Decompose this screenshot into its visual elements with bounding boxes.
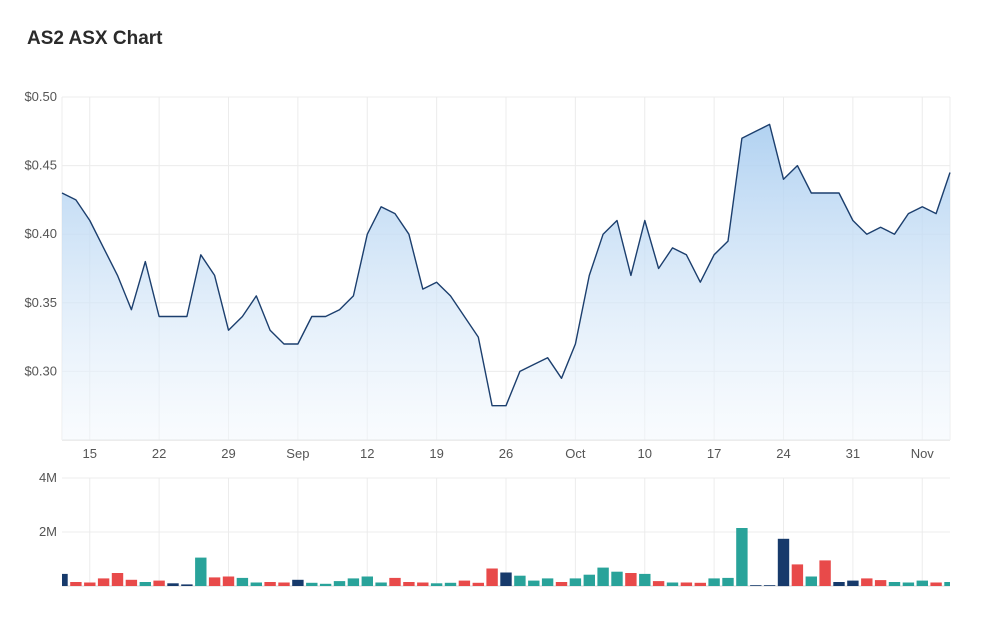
volume-y-axis: 4M 2M — [39, 470, 57, 539]
volume-y-tick-label: 2M — [39, 524, 57, 539]
volume-bar — [569, 578, 582, 586]
volume-bar — [139, 582, 151, 586]
volume-bar — [472, 582, 484, 586]
volume-bar — [403, 582, 415, 586]
price-y-tick-label: $0.45 — [24, 158, 57, 173]
volume-bar — [777, 538, 790, 587]
volume-bar — [847, 580, 859, 586]
volume-bar — [236, 577, 249, 586]
volume-bar — [930, 582, 942, 586]
volume-bar — [583, 574, 595, 586]
price-y-tick-label: $0.40 — [24, 226, 57, 241]
volume-bar — [195, 557, 207, 586]
volume-bar — [97, 578, 110, 586]
volume-bar — [222, 576, 235, 586]
volume-bar — [541, 578, 554, 586]
volume-bar — [153, 580, 165, 586]
volume-bar — [70, 582, 82, 586]
x-tick-label: 15 — [83, 446, 97, 461]
volume-bar — [680, 582, 693, 586]
price-y-tick-label: $0.35 — [24, 295, 57, 310]
x-tick-label: 24 — [776, 446, 790, 461]
volume-bar — [763, 585, 776, 586]
volume-bar — [514, 575, 526, 586]
volume-bar — [861, 578, 873, 586]
volume-bar — [736, 528, 748, 586]
volume-bar — [486, 568, 498, 586]
volume-bar — [347, 578, 360, 586]
volume-bar — [555, 582, 568, 586]
price-y-tick-label: $0.50 — [24, 89, 57, 104]
volume-bar — [444, 582, 457, 586]
volume-bar — [181, 584, 193, 586]
volume-bar — [375, 582, 387, 586]
volume-bar — [750, 585, 762, 586]
x-tick-label: 31 — [846, 446, 860, 461]
price-area-layer — [61, 123, 951, 441]
price-y-tick-label: $0.30 — [24, 363, 57, 378]
chart-title: AS2 ASX Chart — [27, 28, 163, 49]
volume-bar — [417, 582, 429, 586]
volume-bar — [639, 573, 651, 586]
volume-bar — [625, 573, 637, 586]
volume-bar — [125, 579, 138, 586]
x-tick-label: 22 — [152, 446, 166, 461]
volume-bars — [62, 528, 950, 587]
volume-bar — [333, 581, 346, 586]
volume-bar — [666, 582, 679, 586]
volume-bar — [888, 582, 901, 586]
x-tick-label: 29 — [221, 446, 235, 461]
volume-bar — [292, 579, 304, 586]
volume-bar — [278, 582, 290, 586]
x-tick-label: 10 — [638, 446, 652, 461]
volume-bar — [167, 583, 179, 586]
volume-bar — [652, 581, 665, 586]
x-tick-label: 12 — [360, 446, 374, 461]
volume-bar — [389, 577, 401, 586]
volume-bar — [805, 576, 817, 586]
volume-bar — [597, 567, 609, 586]
volume-bar — [430, 583, 443, 586]
volume-bar — [361, 576, 373, 586]
x-tick-label: Oct — [565, 446, 586, 461]
x-tick-label: Nov — [911, 446, 935, 461]
x-tick-label: 19 — [429, 446, 443, 461]
volume-bar — [944, 582, 950, 586]
volume-bar — [319, 583, 332, 586]
x-tick-label: Sep — [286, 446, 309, 461]
volume-bar — [708, 578, 720, 586]
volume-bar — [84, 582, 96, 586]
volume-bar — [722, 577, 734, 586]
volume-bar — [528, 580, 540, 586]
volume-bar — [611, 571, 623, 586]
x-tick-label: 17 — [707, 446, 721, 461]
price-area — [62, 124, 950, 441]
volume-bar — [458, 580, 471, 586]
volume-bar — [250, 582, 262, 586]
volume-bar — [111, 573, 124, 586]
volume-bar — [874, 580, 887, 586]
volume-bar — [500, 572, 512, 586]
x-tick-label: 26 — [499, 446, 513, 461]
price-y-axis: $0.50 $0.45 $0.40 $0.35 $0.30 — [24, 89, 57, 378]
volume-bar — [694, 582, 706, 586]
volume-bar — [208, 577, 221, 586]
volume-bar — [306, 582, 318, 586]
price-line — [61, 123, 951, 407]
volume-bar — [791, 564, 804, 586]
price-x-axis: 15 22 29 Sep 12 19 26 Oct 10 17 24 31 Nov — [83, 446, 935, 461]
volume-y-tick-label: 4M — [39, 470, 57, 485]
volume-bar — [833, 582, 845, 586]
volume-bar — [819, 560, 831, 586]
volume-bar — [264, 582, 276, 586]
volume-bar — [916, 580, 928, 586]
volume-bar — [902, 582, 915, 586]
volume-bar — [62, 573, 68, 586]
